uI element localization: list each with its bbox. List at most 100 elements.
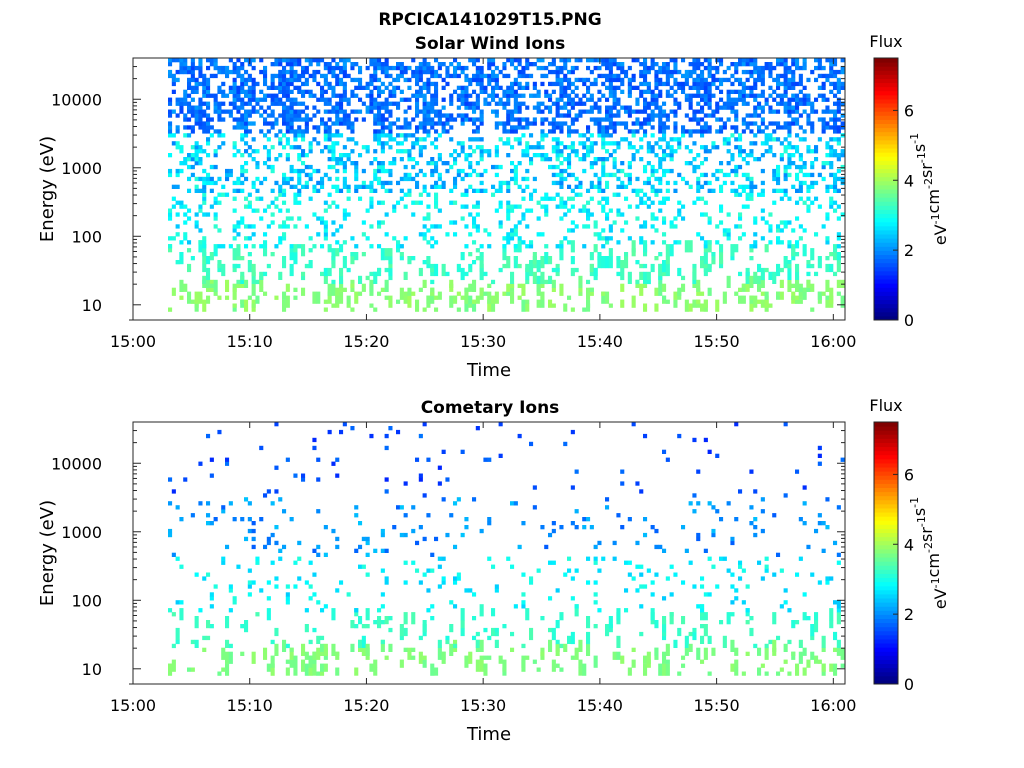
heatmap-cell (506, 291, 511, 296)
heatmap-cell (795, 240, 800, 245)
heatmap-cell (696, 85, 701, 90)
heatmap-cell (707, 93, 712, 98)
heatmap-cell (589, 180, 594, 186)
heatmap-cell (407, 157, 412, 162)
heatmap-cell (175, 168, 180, 174)
heatmap-cell (308, 117, 313, 122)
heatmap-cell (194, 303, 199, 308)
heatmap-cell (198, 228, 203, 233)
heatmap-cell (833, 58, 838, 63)
heatmap-cell (179, 608, 184, 621)
heatmap-cell (684, 145, 689, 150)
heatmap-cell (563, 101, 568, 106)
heatmap-cell (791, 81, 796, 87)
heatmap-cell (612, 540, 617, 546)
heatmap-cell (802, 244, 807, 257)
colorbar-segment (874, 127, 898, 133)
heatmap-cell (266, 596, 271, 601)
heatmap-cell (757, 667, 762, 676)
heatmap-cell (434, 113, 439, 118)
heatmap-cell (567, 295, 572, 300)
heatmap-cell (422, 117, 427, 122)
heatmap-cell (335, 77, 340, 83)
heatmap-cell (437, 133, 442, 138)
heatmap-cell (631, 133, 636, 138)
heatmap-cell (384, 141, 389, 146)
heatmap-cell (434, 69, 439, 75)
heatmap-cell (688, 105, 693, 110)
heatmap-cell (745, 283, 750, 292)
colorbar-tick-label: 6 (904, 465, 914, 484)
heatmap-cell (719, 117, 724, 122)
heatmap-cell (567, 69, 572, 75)
heatmap-cell (833, 200, 838, 205)
heatmap-cell (707, 220, 712, 225)
heatmap-cell (650, 97, 655, 102)
heatmap-cell (175, 113, 180, 118)
heatmap-cell (745, 176, 750, 182)
heatmap-cell (308, 560, 313, 565)
heatmap-cell (259, 180, 264, 186)
heatmap-cell (232, 93, 237, 98)
heatmap-cell (323, 208, 328, 213)
heatmap-cell (601, 256, 606, 269)
heatmap-cell (692, 493, 697, 498)
heatmap-cell (437, 564, 442, 569)
heatmap-cell (612, 651, 617, 660)
colorbar-segment (874, 287, 898, 292)
heatmap-cell (719, 184, 724, 189)
heatmap-cell (274, 117, 279, 122)
heatmap-cell (331, 608, 336, 621)
heatmap-cell (810, 172, 815, 178)
heatmap-cell (350, 643, 355, 652)
colorbar-segment (874, 598, 898, 603)
heatmap-cell (168, 133, 173, 138)
heatmap-cell (388, 93, 393, 98)
heatmap-cell (453, 149, 458, 154)
heatmap-cell (183, 69, 188, 75)
heatmap-cell (403, 647, 408, 652)
heatmap-cell (361, 101, 366, 106)
heatmap-cell (331, 141, 336, 146)
heatmap-cell (665, 65, 670, 71)
heatmap-cell (479, 153, 484, 158)
heatmap-cell (608, 77, 613, 83)
heatmap-cell (213, 244, 218, 257)
colorbar-frame (873, 421, 899, 685)
heatmap-cell (688, 240, 693, 253)
heatmap-cell (597, 157, 602, 162)
heatmap-cell (601, 164, 606, 170)
heatmap-cell (293, 196, 298, 201)
heatmap-cell (335, 287, 340, 296)
heatmap-cell (510, 85, 515, 90)
heatmap-cell (483, 101, 488, 106)
heatmap-cell (802, 501, 807, 506)
heatmap-cell (817, 93, 822, 98)
heatmap-cell (662, 216, 667, 221)
heatmap-cell (502, 244, 507, 249)
heatmap-cell (825, 58, 830, 63)
heatmap-cell (460, 608, 465, 621)
heatmap-cell (479, 244, 484, 249)
heatmap-cell (396, 200, 401, 205)
heatmap-cell (472, 299, 477, 304)
heatmap-cell (772, 572, 777, 577)
heatmap-cell (627, 81, 632, 87)
heatmap-cell (620, 299, 625, 308)
heatmap-cell (559, 172, 564, 178)
colorbar-segment (874, 197, 898, 202)
heatmap-cell (620, 469, 625, 474)
heatmap-cell (741, 101, 746, 106)
heatmap-cell (521, 93, 526, 98)
heatmap-cell (460, 85, 465, 90)
heatmap-cell (426, 216, 431, 221)
heatmap-cell (308, 176, 313, 182)
heatmap-cell (738, 89, 743, 94)
heatmap-cell (715, 299, 720, 312)
heatmap-cell (494, 81, 499, 87)
heatmap-cell (817, 58, 822, 63)
heatmap-cell (426, 161, 431, 166)
heatmap-cell (806, 117, 811, 122)
heatmap-cell (635, 260, 640, 265)
heatmap-cell (772, 168, 777, 174)
